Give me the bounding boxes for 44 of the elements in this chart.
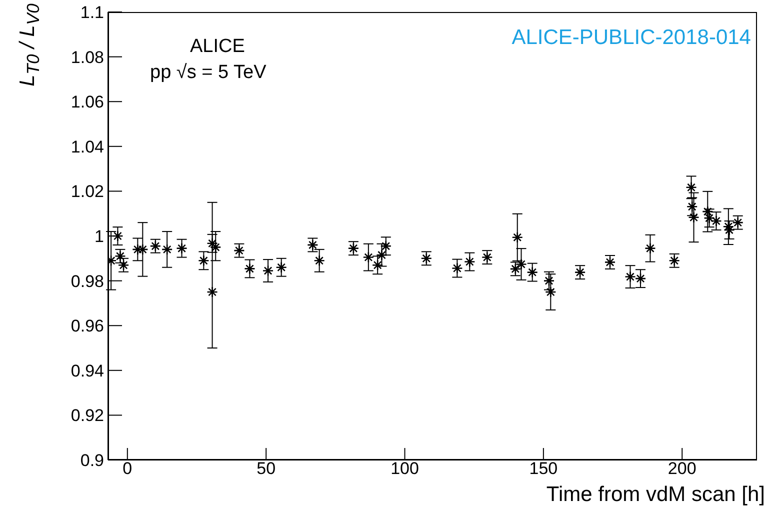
y-tick-label: 0.96	[70, 316, 104, 336]
point	[644, 242, 656, 254]
point	[634, 272, 646, 284]
point	[452, 262, 463, 274]
point	[686, 182, 697, 194]
y-tick-label: 1.04	[70, 137, 104, 156]
y-tick-label: 1.08	[70, 48, 104, 67]
y-tick-label: 0.94	[70, 361, 104, 380]
point	[624, 271, 636, 282]
point	[543, 275, 555, 286]
x-tick-label: 150	[529, 459, 558, 478]
annotation: pp √s = 5 TeV	[150, 62, 266, 84]
y-tick-label: 0.92	[70, 406, 104, 426]
point	[132, 244, 144, 256]
point	[545, 286, 556, 298]
point	[464, 256, 476, 268]
point	[688, 212, 700, 224]
x-tick-label: 200	[668, 459, 696, 478]
y-tick-label: 1	[94, 227, 104, 246]
y-tick-label: 1.06	[70, 92, 104, 112]
x-tick-label: 0	[122, 459, 132, 478]
point	[262, 265, 274, 276]
point	[276, 262, 287, 274]
y-tick-label: 0.98	[70, 272, 104, 291]
annotation: ALICE	[190, 36, 245, 58]
x-tick-label: 100	[390, 459, 419, 478]
point	[526, 266, 538, 278]
point	[244, 263, 256, 274]
point	[176, 242, 188, 254]
x-tick-label: 50	[256, 459, 276, 478]
point	[362, 252, 374, 263]
point	[137, 244, 148, 256]
y-tick-label: 0.9	[80, 451, 104, 470]
annotation: ALICE-PUBLIC-2018-014	[512, 26, 751, 50]
point	[206, 286, 218, 298]
point	[206, 238, 218, 250]
point	[686, 201, 698, 212]
y-tick-label: 1.1	[80, 3, 104, 22]
point	[314, 254, 325, 266]
y-tick-label: 1.02	[70, 182, 104, 202]
x-axis-title: Time from vdM scan [h]	[546, 483, 765, 507]
point	[512, 232, 524, 243]
point	[112, 230, 124, 242]
point	[198, 254, 210, 266]
